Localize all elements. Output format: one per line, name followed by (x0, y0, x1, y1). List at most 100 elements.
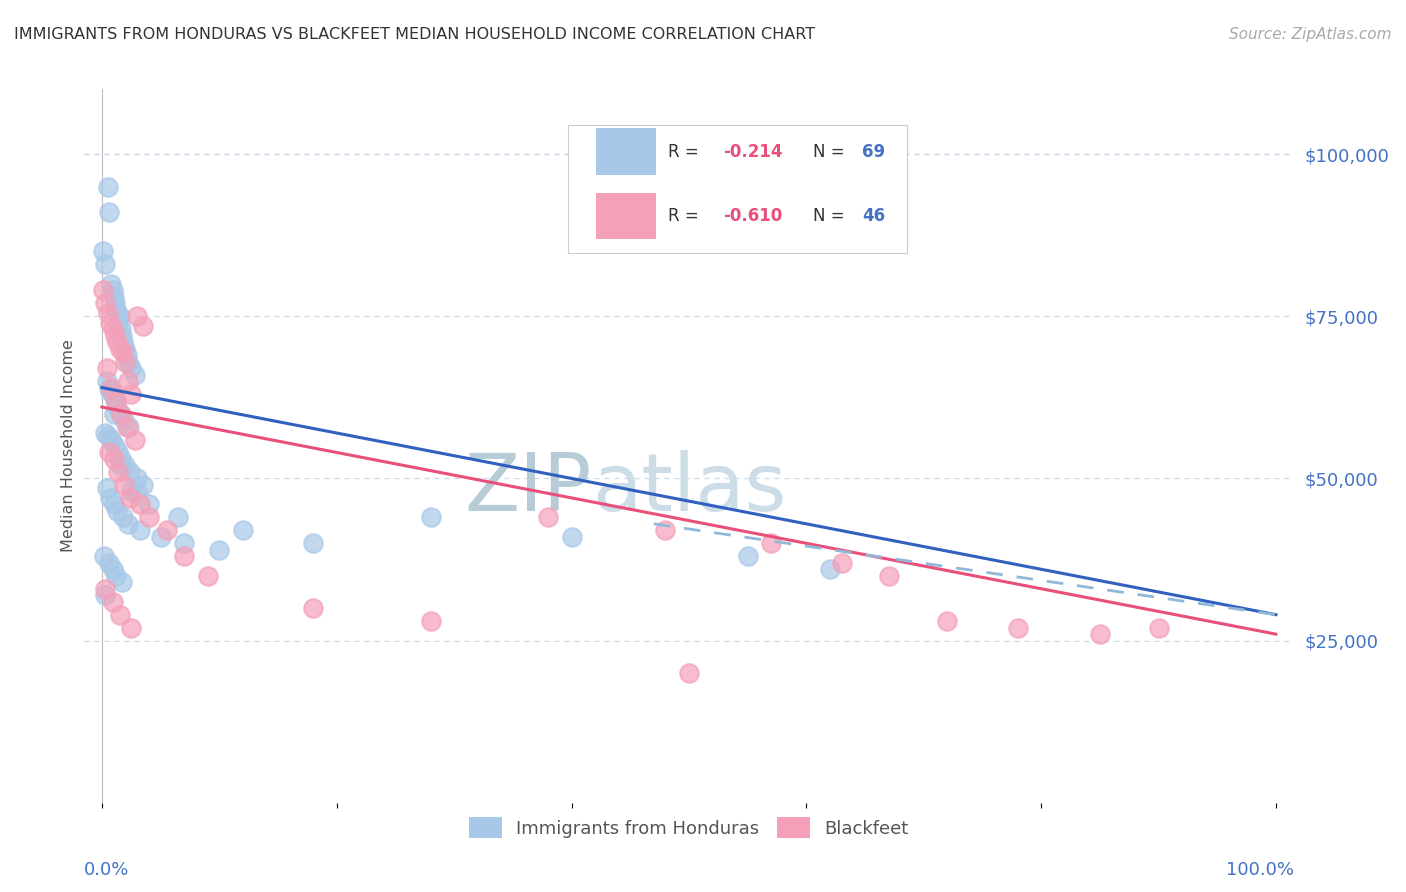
Text: 100.0%: 100.0% (1226, 861, 1294, 880)
Point (120, 361, 142, 376)
Point (107, 445, 129, 459)
Point (96, 374, 118, 388)
Point (117, 374, 139, 388)
Point (208, 542, 231, 557)
Text: -0.610: -0.610 (723, 207, 782, 225)
Text: N =: N = (814, 207, 851, 225)
Point (108, 407, 131, 421)
Point (173, 536, 195, 550)
Point (112, 413, 135, 427)
Point (936, 614, 959, 628)
FancyBboxPatch shape (596, 193, 657, 239)
Point (103, 390, 125, 404)
Point (108, 458, 131, 473)
Point (105, 504, 128, 518)
Point (94, 257, 117, 271)
Point (155, 524, 177, 538)
Point (1007, 621, 1029, 635)
Point (100, 433, 122, 447)
Point (124, 368, 146, 382)
Point (103, 452, 125, 467)
Point (120, 387, 142, 401)
Point (103, 290, 125, 304)
Point (124, 433, 146, 447)
Text: Source: ZipAtlas.com: Source: ZipAtlas.com (1229, 27, 1392, 42)
Point (105, 393, 128, 408)
Point (97, 306, 120, 320)
Point (104, 439, 127, 453)
Point (91, 283, 114, 297)
Point (100, 277, 122, 291)
Point (114, 354, 136, 368)
Point (94, 588, 117, 602)
Point (759, 536, 782, 550)
Point (108, 342, 131, 356)
Point (128, 524, 150, 538)
Point (127, 310, 149, 324)
Point (105, 335, 128, 350)
Point (678, 666, 700, 681)
Text: N =: N = (814, 143, 851, 161)
Point (93, 549, 115, 564)
Point (127, 471, 149, 485)
Point (101, 322, 124, 336)
Point (100, 381, 122, 395)
Point (831, 556, 853, 570)
Point (537, 510, 560, 524)
Point (94, 425, 117, 440)
Point (100, 433, 122, 447)
Text: IMMIGRANTS FROM HONDURAS VS BLACKFEET MEDIAN HOUSEHOLD INCOME CORRELATION CHART: IMMIGRANTS FROM HONDURAS VS BLACKFEET ME… (14, 27, 815, 42)
Point (98, 316, 121, 330)
Point (112, 510, 135, 524)
Point (105, 302, 128, 317)
Point (103, 407, 125, 421)
Point (132, 318, 155, 333)
Point (105, 400, 128, 414)
Point (107, 316, 129, 330)
Point (97, 179, 120, 194)
Point (105, 397, 128, 411)
Point (110, 322, 132, 336)
Point (111, 575, 134, 590)
Point (654, 524, 676, 538)
Point (98, 491, 121, 505)
Point (110, 452, 132, 467)
Point (419, 510, 441, 524)
Point (96, 481, 118, 495)
Point (98, 445, 121, 459)
Point (117, 516, 139, 531)
Point (101, 387, 124, 401)
Point (127, 484, 149, 499)
Point (128, 497, 150, 511)
Text: R =: R = (668, 143, 704, 161)
Point (108, 607, 131, 622)
Point (111, 328, 134, 343)
FancyBboxPatch shape (568, 125, 907, 253)
Point (138, 510, 160, 524)
Point (120, 484, 142, 499)
Point (117, 354, 139, 368)
Text: 0.0%: 0.0% (84, 861, 129, 880)
Point (120, 621, 142, 635)
Point (120, 465, 142, 479)
Point (1147, 621, 1170, 635)
Text: 46: 46 (862, 207, 884, 225)
Point (104, 296, 127, 310)
Point (737, 549, 759, 564)
Point (112, 335, 135, 350)
Point (419, 614, 441, 628)
Point (1088, 627, 1111, 641)
Point (98, 205, 121, 219)
Point (302, 536, 325, 550)
Text: ZIP: ZIP (465, 450, 592, 528)
Point (138, 497, 160, 511)
Point (105, 306, 128, 320)
Point (112, 478, 135, 492)
Point (232, 524, 254, 538)
Point (302, 601, 325, 615)
Text: 69: 69 (862, 143, 884, 161)
FancyBboxPatch shape (596, 128, 657, 175)
Point (98, 556, 121, 570)
Point (118, 419, 141, 434)
Point (197, 568, 219, 582)
